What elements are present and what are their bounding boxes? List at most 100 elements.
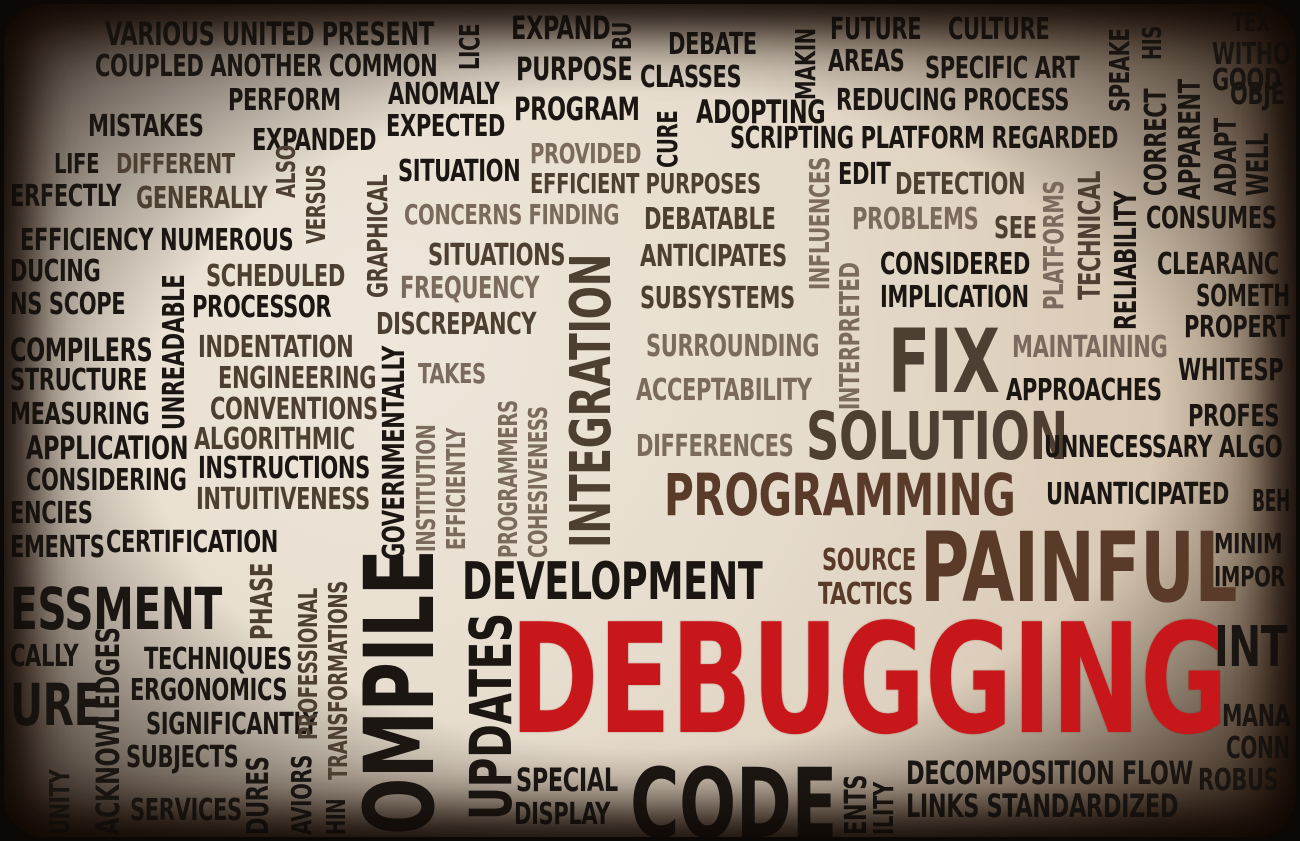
word-propert: PROPERT: [1184, 310, 1291, 345]
word-see: SEE: [994, 211, 1037, 246]
word-cally: CALLY: [10, 639, 79, 674]
word-purpose: PURPOSE: [516, 50, 633, 88]
word-impor: IMPOR: [1214, 560, 1286, 593]
word-specific-art: SPECIFIC ART: [925, 51, 1080, 86]
word-versus: VERSUS: [302, 164, 332, 244]
word-mistakes: MISTAKES: [88, 109, 204, 144]
word-perform: PERFORM: [228, 83, 341, 118]
word-structure: STRUCTURE: [10, 363, 147, 398]
word-efficient-purposes: EFFICIENT PURPOSES: [530, 167, 761, 200]
word-mana: MANA: [1222, 699, 1291, 734]
word-generally: GENERALLY: [136, 181, 268, 216]
word-acceptability: ACCEPTABILITY: [636, 373, 812, 408]
word-unnecessary-algo: UNNECESSARY ALGO: [1044, 430, 1283, 465]
word-also: ALSO: [272, 145, 302, 198]
word-programmers: PROGRAMMERS: [494, 400, 524, 558]
word-conn: CONN: [1226, 731, 1290, 766]
word-edit: EDIT: [838, 157, 891, 192]
word-ns-scope: NS SCOPE: [10, 287, 126, 322]
word-programming: PROGRAMMING: [664, 461, 1016, 529]
word-clearanc: CLEARANC: [1157, 247, 1279, 282]
word-subsystems: SUBSYSTEMS: [640, 281, 795, 316]
word-application: APPLICATION: [26, 429, 189, 467]
word-code: CODE: [630, 748, 838, 841]
word-whitesp: WHITESP: [1178, 353, 1284, 388]
word-ducing: DUCING: [10, 254, 101, 289]
word-governmentally: GOVERNMENTALLY: [377, 346, 412, 560]
word-provided: PROVIDED: [530, 137, 642, 170]
word-witho: WITHO: [1212, 37, 1291, 72]
word-acknowledges: ACKNOWLEDGES: [89, 627, 127, 835]
word-platforms: PLATFORMS: [1037, 180, 1070, 310]
word-measuring: MEASURING: [10, 397, 150, 432]
word-concerns-finding: CONCERNS FINDING: [404, 198, 620, 231]
word-ure: URE: [10, 671, 102, 739]
word-coupled-another-common: COUPLED ANOTHER COMMON: [95, 49, 438, 84]
word-detection: DETECTION: [895, 167, 1026, 202]
word-his: HIS: [1138, 25, 1168, 60]
word-scheduled: SCHEDULED: [206, 259, 345, 294]
word-tactics: TACTICS: [818, 577, 913, 612]
word-development: DEVELOPMENT: [462, 552, 763, 612]
word-engineering: ENGINEERING: [218, 361, 377, 396]
word-display: DISPLAY: [514, 797, 610, 832]
word-unreadable: UNREADABLE: [157, 274, 192, 430]
word-profes: PROFES: [1188, 399, 1280, 434]
word-graphical: GRAPHICAL: [361, 174, 394, 298]
word-well: WELL: [1241, 133, 1276, 196]
word-apparent: APPARENT: [1173, 79, 1208, 200]
word-lice: LICE: [453, 23, 486, 71]
word-life: LIFE: [54, 147, 100, 180]
word-expanded: EXPANDED: [252, 123, 377, 158]
word-efficiently: EFFICIENTLY: [442, 428, 472, 550]
word-adapt: ADAPT: [1209, 118, 1244, 196]
word-instructions: INSTRUCTIONS: [198, 451, 370, 486]
word-situations: SITUATIONS: [428, 238, 566, 273]
word-takes: TAKES: [418, 357, 486, 390]
word-encies: ENCIES: [10, 496, 93, 531]
word-integration: INTEGRATION: [559, 253, 624, 548]
word-different: DIFFERENT: [116, 147, 235, 180]
word-maintaining: MAINTAINING: [1012, 330, 1168, 365]
word-correct: CORRECT: [1139, 88, 1174, 196]
word-special: SPECIAL: [516, 761, 618, 799]
word-efficiency-numerous: EFFICIENCY NUMEROUS: [20, 223, 294, 258]
word-consumes: CONSUMES: [1146, 201, 1277, 236]
word-cure: CURE: [651, 110, 684, 168]
word-program: PROGRAM: [514, 90, 640, 128]
word-expected: EXPECTED: [386, 109, 505, 144]
word-links-standardized: LINKS STANDARDIZED: [906, 787, 1179, 825]
word-reliability: RELIABILITY: [1109, 191, 1144, 330]
word-implication: IMPLICATION: [880, 280, 1029, 315]
word-erfectly: ERFECTLY: [10, 179, 122, 214]
word-ements: EMENTS: [10, 530, 105, 565]
word-scripting-platform-regarded: SCRIPTING PLATFORM REGARDED: [730, 121, 1119, 156]
word-decomposition-flow: DECOMPOSITION FLOW: [906, 754, 1193, 792]
word-aviors: AVIORS: [285, 755, 318, 835]
word-adopting: ADOPTING: [696, 93, 826, 131]
word-subjects: SUBJECTS: [126, 740, 239, 775]
word-unity: UNITY: [43, 769, 76, 835]
word-techniques: TECHNIQUES: [144, 642, 292, 677]
word-approaches: APPROACHES: [1006, 373, 1162, 408]
word-debate: DEBATE: [668, 27, 757, 62]
word-reducing-process: REDUCING PROCESS: [836, 83, 1070, 118]
word-ompile: OMPILE: [344, 549, 456, 835]
word-differences: DIFFERENCES: [636, 429, 794, 464]
word-source: SOURCE: [822, 543, 916, 578]
word-conventions: CONVENTIONS: [210, 392, 378, 427]
word-institution: INSTITUTION: [412, 424, 442, 552]
word-robus: ROBUS: [1198, 763, 1279, 798]
word-unanticipated: UNANTICIPATED: [1046, 477, 1230, 512]
word-culture: CULTURE: [948, 12, 1050, 47]
word-interpreted: INTERPRETED: [833, 262, 866, 410]
word-someth: SOMETH: [1196, 279, 1290, 314]
word-certification: CERTIFICATION: [106, 525, 278, 560]
word-services: SERVICES: [130, 793, 242, 828]
word-painful: PAINFUL: [920, 512, 1237, 624]
word-situation: SITUATION: [398, 154, 521, 189]
word-debatable: DEBATABLE: [644, 202, 776, 237]
word-speake: SPEAKE: [1103, 28, 1136, 112]
word-solution: SOLUTION: [806, 398, 1068, 475]
